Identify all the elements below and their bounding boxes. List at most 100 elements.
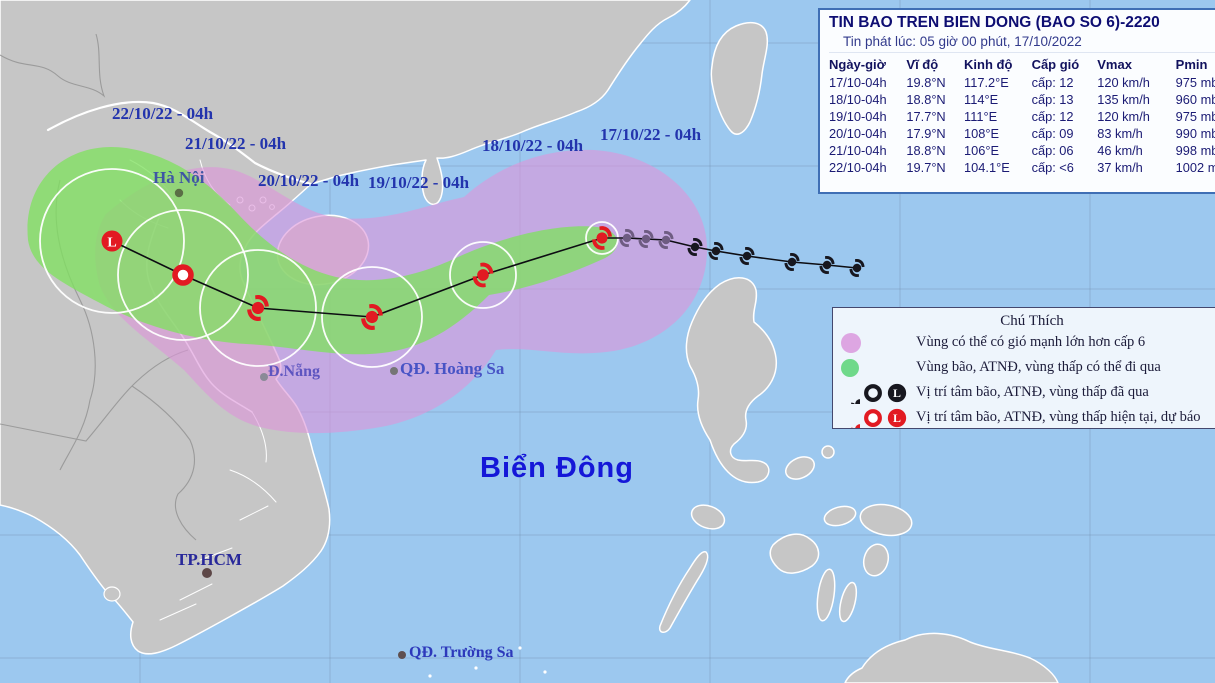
philippines-islands xyxy=(658,277,1059,683)
forecast-cell: 990 mb xyxy=(1175,126,1215,141)
forecast-cell: 120 km/h xyxy=(1097,75,1150,90)
forecast-row: 21/10-04h 18.8°N 106°E cấp: 06 46 km/h 998 mb xyxy=(829,142,1215,159)
forecast-cell: 135 km/h xyxy=(1097,92,1150,107)
sea-name-label: Biển Đông xyxy=(480,452,634,484)
city-dot-hcm xyxy=(202,568,212,578)
forecast-cell: cấp: 12 xyxy=(1031,109,1074,124)
typhoon-current-icon xyxy=(838,407,860,429)
city-label-hoangsa: QĐ. Hoàng Sa xyxy=(400,359,505,378)
forecast-cell: 17.7°N xyxy=(906,109,946,124)
forecast-table: Ngày-giờ Vĩ độ Kinh độ Cấp gió Vmax Pmin 17/1… xyxy=(829,56,1215,176)
column-header: Pmin xyxy=(1175,57,1208,72)
low-current-icon: L xyxy=(887,408,907,427)
column-header: Ngày-giờ xyxy=(829,57,886,72)
date-label-21: 21/10/22 - 04h xyxy=(185,134,287,153)
column-header: Cấp gió xyxy=(1031,57,1080,72)
island-luzon xyxy=(685,277,778,484)
low-past-icon: L xyxy=(887,383,907,402)
forecast-cell: 998 mb xyxy=(1175,143,1215,158)
legend-label: Vị trí tâm bão, ATNĐ, vùng thấp đã qua xyxy=(916,384,1149,400)
forecast-cell: 117.2°E xyxy=(964,75,1009,90)
legend-row-wind-zone: Vùng có thể có gió mạnh lớn hơn cấp 6 xyxy=(833,330,1215,355)
forecast-row: 22/10-04h 19.7°N 104.1°E cấp: <6 37 km/h 1002… xyxy=(829,159,1215,176)
circle-past-icon xyxy=(864,383,882,402)
uncertainty-circles xyxy=(39,168,619,368)
city-label-hanoi: Hà Nội xyxy=(153,168,205,187)
forecast-cell: 19.8°N xyxy=(906,75,946,90)
forecast-row: 20/10-04h 17.9°N 108°E cấp: 09 83 km/h 990 mb xyxy=(829,125,1215,142)
legend-box: Chú Thích Vùng có thể có gió mạnh lớn hơ… xyxy=(832,307,1215,429)
forecast-cell: 19/10-04h xyxy=(829,109,887,124)
forecast-row: 18/10-04h 18.8°N 114°E cấp: 13 135 km/h 960 m… xyxy=(829,91,1215,108)
forecast-cell: 18.8°N xyxy=(906,92,946,107)
forecast-cell: 975 mb xyxy=(1175,109,1215,124)
city-dot-truongsa xyxy=(398,651,406,659)
forecast-cell: 120 km/h xyxy=(1097,109,1150,124)
forecast-cell: 17.9°N xyxy=(906,126,946,141)
column-header: Vĩ độ xyxy=(906,57,939,72)
city-dot-hoangsa xyxy=(390,367,398,375)
forecast-cell: 960 mb xyxy=(1175,92,1215,107)
island-taiwan xyxy=(710,21,769,135)
city-dot-danang xyxy=(260,373,268,381)
forecast-cell: 104.1°E xyxy=(964,160,1010,175)
city-label-danang: Đ.Nẵng xyxy=(268,363,321,380)
svg-text:L: L xyxy=(893,411,901,425)
city-dot-hanoi xyxy=(174,188,184,198)
legend-label: Vùng bão, ATNĐ, vùng thấp có thể đi qua xyxy=(916,359,1161,375)
date-label-19: 19/10/22 - 04h xyxy=(368,173,470,192)
date-label-22: 22/10/22 - 04h xyxy=(112,104,214,123)
pink-zone-swatch xyxy=(841,332,861,353)
forecast-cell: 114°E xyxy=(964,92,999,107)
forecast-cell: 17/10-04h xyxy=(829,75,887,90)
forecast-cell: 108°E xyxy=(964,126,1000,141)
island-phuquoc xyxy=(103,586,121,602)
forecast-cell: 46 km/h xyxy=(1097,143,1143,158)
forecast-row: 17/10-04h 19.8°N 117.2°E cấp: 12 120 km/h 975… xyxy=(829,74,1215,91)
storm-info-box: TIN BAO TREN BIEN DONG (BAO SO 6)-2220 T… xyxy=(818,8,1215,194)
circle-current-icon xyxy=(864,408,882,427)
forecast-cell: 37 km/h xyxy=(1097,160,1143,175)
typhoon-past-icon xyxy=(838,382,860,404)
legend-row-past: L Vị trí tâm bão, ATNĐ, vùng thấp đã qua xyxy=(833,380,1215,405)
city-dots xyxy=(174,188,547,678)
city-label-truongsa: QĐ. Trường Sa xyxy=(409,644,514,661)
svg-text:L: L xyxy=(893,386,901,400)
bulletin-issued-time: Tin phát lúc: 05 giờ 00 phút, 17/10/2022 xyxy=(829,32,1215,53)
forecast-row: 19/10-04h 17.7°N 111°E cấp: 12 120 km/h 975 m… xyxy=(829,108,1215,125)
column-header: Kinh độ xyxy=(964,57,1013,72)
forecast-cell: 975 mb xyxy=(1175,75,1215,90)
storm-zone-green xyxy=(27,146,618,355)
forecast-table-header: Ngày-giờ Vĩ độ Kinh độ Cấp gió Vmax Pmin xyxy=(829,56,1215,74)
forecast-cell: cấp: <6 xyxy=(1031,160,1074,175)
forecast-cell: cấp: 06 xyxy=(1031,143,1074,158)
bulletin-title: TIN BAO TREN BIEN DONG (BAO SO 6)-2220 xyxy=(829,14,1160,31)
forecast-cell: 106°E xyxy=(964,143,1000,158)
forecast-cell: cấp: 12 xyxy=(1031,75,1074,90)
date-label-17: 17/10/22 - 04h xyxy=(600,125,702,144)
forecast-cell: cấp: 09 xyxy=(1031,126,1074,141)
green-zone-swatch xyxy=(841,358,859,377)
forecast-cell: 1002 mb xyxy=(1175,160,1215,175)
legend-label: Vùng có thể có gió mạnh lớn hơn cấp 6 xyxy=(916,334,1146,350)
forecast-cell: 22/10-04h xyxy=(829,160,887,175)
forecast-cell: 19.7°N xyxy=(906,160,946,175)
date-label-20: 20/10/22 - 04h xyxy=(258,171,360,190)
forecast-cell: 20/10-04h xyxy=(829,126,887,141)
date-label-18: 18/10/22 - 04h xyxy=(482,136,584,155)
forecast-cell: 21/10-04h xyxy=(829,143,887,158)
low-pressure-marker: L xyxy=(101,230,123,252)
legend-label: Vị trí tâm bão, ATNĐ, vùng thấp hiện tại… xyxy=(916,409,1201,425)
legend-row-current: L Vị trí tâm bão, ATNĐ, vùng thấp hiện t… xyxy=(833,405,1215,429)
tropical-depression-marker xyxy=(172,264,194,286)
legend-row-path-zone: Vùng bão, ATNĐ, vùng thấp có thể đi qua xyxy=(833,355,1215,380)
legend-title: Chú Thích xyxy=(1000,313,1064,329)
forecast-table-body: 17/10-04h 19.8°N 117.2°E cấp: 12 120 km/h 975… xyxy=(829,74,1215,176)
forecast-cell: 111°E xyxy=(964,109,998,124)
forecast-cell: 83 km/h xyxy=(1097,126,1143,141)
column-header: Vmax xyxy=(1097,57,1132,72)
forecast-cell: cấp: 13 xyxy=(1031,92,1074,107)
svg-text:L: L xyxy=(107,236,116,251)
city-label-hcm: TP.HCM xyxy=(176,550,242,569)
